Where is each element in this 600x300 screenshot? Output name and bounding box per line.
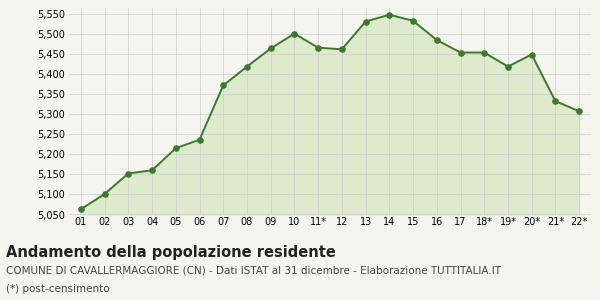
Point [574, 109, 584, 114]
Point [385, 12, 394, 17]
Point [76, 207, 86, 212]
Point [527, 52, 536, 57]
Point [432, 38, 442, 43]
Point [194, 137, 204, 142]
Point [171, 146, 181, 151]
Point [479, 50, 489, 55]
Point [124, 171, 133, 176]
Point [266, 46, 275, 51]
Text: Andamento della popolazione residente: Andamento della popolazione residente [6, 244, 336, 260]
Point [147, 168, 157, 173]
Point [361, 19, 370, 24]
Text: (*) post-censimento: (*) post-censimento [6, 284, 110, 293]
Point [551, 99, 560, 103]
Point [313, 45, 323, 50]
Point [242, 64, 252, 69]
Point [218, 83, 228, 88]
Text: COMUNE DI CAVALLERMAGGIORE (CN) - Dati ISTAT al 31 dicembre - Elaborazione TUTTI: COMUNE DI CAVALLERMAGGIORE (CN) - Dati I… [6, 266, 501, 275]
Point [503, 64, 513, 69]
Point [290, 31, 299, 36]
Point [456, 50, 466, 55]
Point [100, 192, 109, 197]
Point [337, 47, 347, 52]
Point [408, 18, 418, 23]
